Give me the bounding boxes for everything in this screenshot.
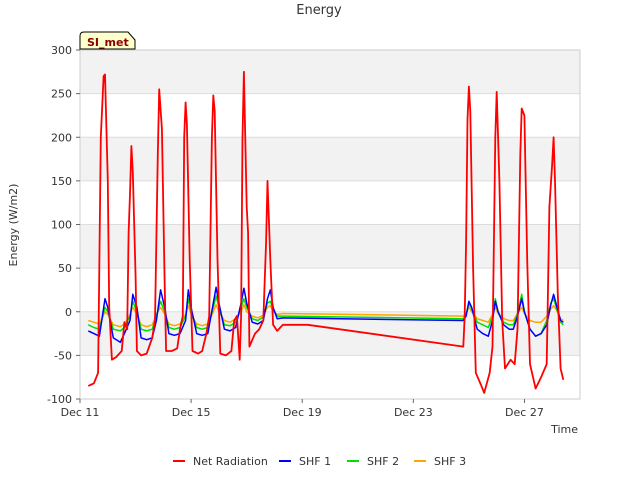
legend-label: SHF 1 [299, 455, 331, 468]
x-tick-label: Dec 23 [394, 406, 433, 419]
legend-label: SHF 2 [367, 455, 399, 468]
series-line-shf-2 [87, 293, 564, 337]
legend-label: Net Radiation [193, 455, 268, 468]
y-tick-label: -50 [54, 349, 72, 362]
x-tick-label: Dec 15 [172, 406, 211, 419]
series-lines [87, 70, 565, 394]
y-axis: -100 -50 0 50 100 150 200 250 300 [47, 44, 80, 406]
legend-label: SHF 3 [434, 455, 466, 468]
background-band [80, 224, 580, 269]
y-tick-label: 200 [51, 131, 72, 144]
x-tick-label: Dec 11 [61, 406, 100, 419]
background-band [80, 50, 580, 94]
y-tick-label: -100 [47, 393, 72, 406]
legend: Net Radiation SHF 1 SHF 2 SHF 3 [173, 455, 466, 468]
site-badge-box [79, 31, 136, 50]
site-badge: SI_met [79, 31, 136, 50]
y-tick-label: 150 [51, 175, 72, 188]
site-badge-label: SI_met [87, 36, 129, 49]
series-line-net-radiation [87, 70, 565, 394]
y-tick-label: 0 [65, 306, 72, 319]
x-axis-label: Time [550, 423, 578, 436]
chart-title: Energy [296, 3, 342, 18]
y-tick-label: 100 [51, 219, 72, 232]
y-tick-label: 250 [51, 88, 72, 101]
y-tick-label: 300 [51, 44, 72, 57]
background-band [80, 137, 580, 181]
y-tick-label: 50 [58, 262, 72, 275]
x-axis: Dec 11 Dec 15 Dec 19 Dec 23 Dec 27 [61, 399, 544, 419]
y-axis-label: Energy (W/m2) [7, 184, 20, 267]
x-tick-label: Dec 27 [505, 406, 544, 419]
x-tick-label: Dec 19 [283, 406, 322, 419]
